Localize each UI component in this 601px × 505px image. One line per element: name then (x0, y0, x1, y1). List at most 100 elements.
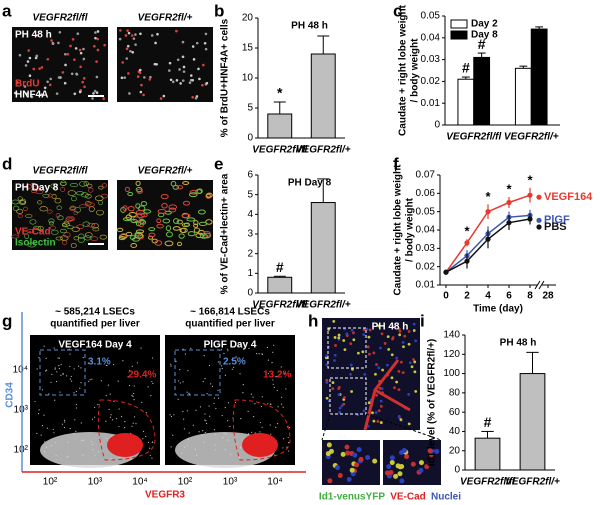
event (147, 386, 149, 388)
cell (28, 56, 32, 60)
event (195, 409, 197, 411)
nucleus (399, 360, 403, 364)
vessel (102, 183, 108, 188)
event (121, 344, 123, 346)
nucleus (413, 360, 417, 364)
cell (181, 40, 185, 44)
event (55, 380, 58, 383)
event (186, 391, 188, 393)
y-tick-label: 5 (247, 103, 253, 114)
nucleus (393, 473, 399, 479)
gate (97, 399, 156, 461)
vessel (186, 217, 196, 222)
nucleus (363, 372, 367, 376)
y-tick-label: 10² (14, 445, 29, 456)
nucleus (337, 473, 343, 479)
zoom-line (365, 413, 442, 441)
event (254, 432, 256, 434)
x-tick-label: 4 (485, 291, 491, 302)
vessel (172, 218, 180, 224)
event (286, 446, 288, 448)
event (105, 394, 107, 397)
event (69, 427, 71, 430)
nucleus (338, 410, 342, 414)
vessel (23, 206, 28, 211)
cell (162, 94, 166, 98)
vessel (125, 231, 133, 237)
cell (83, 85, 86, 89)
event (132, 395, 134, 397)
vessel (77, 237, 85, 243)
event (62, 372, 64, 375)
nucleus (367, 352, 371, 356)
gate-percent: 13.2% (263, 370, 291, 381)
vessel (165, 225, 172, 232)
nucleus (361, 350, 365, 354)
significance: # (276, 259, 284, 275)
vessel (129, 235, 136, 240)
y-axis-label: CD34 (5, 382, 16, 408)
nucleus (418, 460, 424, 466)
cell (28, 74, 32, 78)
vessel (138, 221, 145, 228)
y-tick-label: 0 (247, 288, 253, 299)
condition: PH Day 8 (15, 183, 59, 194)
nucleus (379, 346, 382, 350)
inset-box (327, 327, 367, 369)
event (133, 385, 135, 387)
vessel (130, 219, 138, 224)
event (94, 406, 96, 409)
vessel (187, 231, 196, 237)
nucleus (376, 420, 380, 423)
cell (57, 41, 60, 45)
event (151, 357, 154, 359)
nucleus (331, 381, 335, 385)
cell (140, 83, 143, 87)
nucleus (334, 344, 337, 347)
event (170, 415, 173, 418)
cell (129, 49, 132, 53)
stain-label: Nuclei (431, 492, 461, 503)
event (229, 425, 231, 427)
vessel (30, 182, 36, 188)
vessel (27, 242, 36, 248)
event (208, 405, 210, 407)
event (80, 367, 82, 369)
cell (69, 44, 72, 48)
event (182, 381, 184, 383)
event (242, 383, 244, 386)
vessel (136, 212, 145, 219)
event (58, 367, 60, 370)
nucleus (337, 386, 341, 389)
nucleus (397, 471, 403, 477)
gate (232, 399, 291, 461)
vessel (136, 188, 143, 194)
event (259, 421, 261, 424)
vessel (33, 225, 41, 231)
vessel (50, 229, 59, 235)
nucleus (397, 464, 403, 470)
nucleus (337, 393, 341, 396)
image-title: VEGFR2fl/+ (138, 166, 193, 177)
marker (485, 209, 491, 215)
nucleus (342, 339, 346, 342)
vessel (60, 186, 66, 193)
legend-swatch (450, 30, 468, 40)
bar (310, 202, 336, 294)
stain-label: Isolectin (15, 238, 56, 249)
nucleus (407, 330, 411, 333)
event (34, 400, 36, 403)
significance: # (484, 414, 492, 430)
nucleus (427, 448, 433, 454)
event (75, 403, 77, 406)
nucleus (378, 386, 382, 390)
event (227, 350, 229, 352)
nucleus (410, 365, 414, 369)
event (259, 431, 261, 433)
vessel (73, 236, 79, 241)
cell (78, 48, 82, 52)
event (269, 403, 272, 405)
event (240, 418, 242, 420)
cell (168, 69, 171, 72)
y-axis-label: Caudate + right lobe weight (398, 4, 409, 136)
